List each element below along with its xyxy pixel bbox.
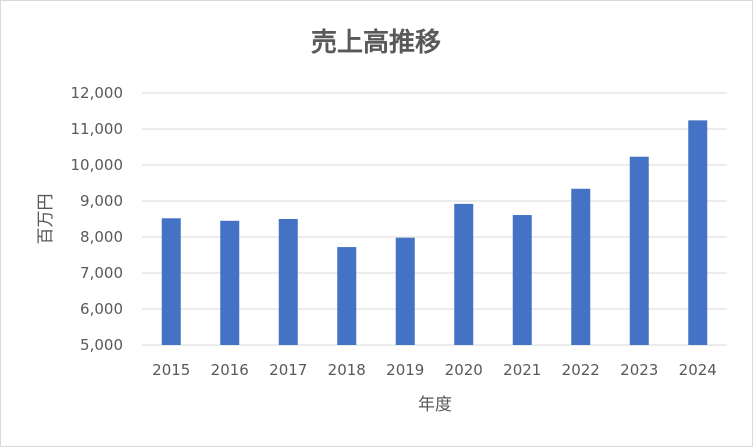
y-tick-label: 7,000 <box>80 264 123 282</box>
x-tick-label: 2019 <box>386 361 424 379</box>
x-tick-label: 2017 <box>269 361 307 379</box>
gridlines <box>142 92 727 346</box>
x-tick-label: 2024 <box>679 361 717 379</box>
x-tick-label: 2020 <box>445 361 483 379</box>
y-tick-label: 8,000 <box>80 228 123 246</box>
bar-2020 <box>454 203 474 345</box>
x-tick-label: 2021 <box>503 361 541 379</box>
bar-2022 <box>571 188 591 345</box>
x-axis-ticks: 2015 2016 2017 2018 2019 2020 2021 2022 2023 2024 <box>152 361 717 379</box>
y-tick-label: 12,000 <box>71 84 124 102</box>
bar-2021 <box>512 215 532 345</box>
x-axis-title: 年度 <box>418 395 452 415</box>
x-tick-label: 2015 <box>152 361 190 379</box>
bar-2015 <box>161 218 181 345</box>
x-tick-label: 2022 <box>562 361 600 379</box>
bar-2017 <box>278 219 298 345</box>
bar-2019 <box>395 237 415 345</box>
y-tick-label: 11,000 <box>71 120 124 138</box>
y-axis-ticks: 5,000 6,000 7,000 8,000 9,000 10,000 11,000 12,… <box>71 84 124 354</box>
bars <box>161 120 708 345</box>
y-axis-title: 百万円 <box>36 194 56 245</box>
y-tick-label: 9,000 <box>80 192 123 210</box>
bar-2024 <box>688 120 708 345</box>
y-tick-label: 5,000 <box>80 336 123 354</box>
y-tick-label: 10,000 <box>71 156 124 174</box>
y-tick-label: 6,000 <box>80 300 123 318</box>
x-tick-label: 2018 <box>328 361 366 379</box>
bar-2016 <box>220 220 240 345</box>
x-tick-label: 2023 <box>620 361 658 379</box>
x-tick-label: 2016 <box>211 361 249 379</box>
chart-title: 売上高推移 <box>311 27 441 58</box>
bar-2023 <box>629 156 649 345</box>
bar-2018 <box>337 247 357 345</box>
